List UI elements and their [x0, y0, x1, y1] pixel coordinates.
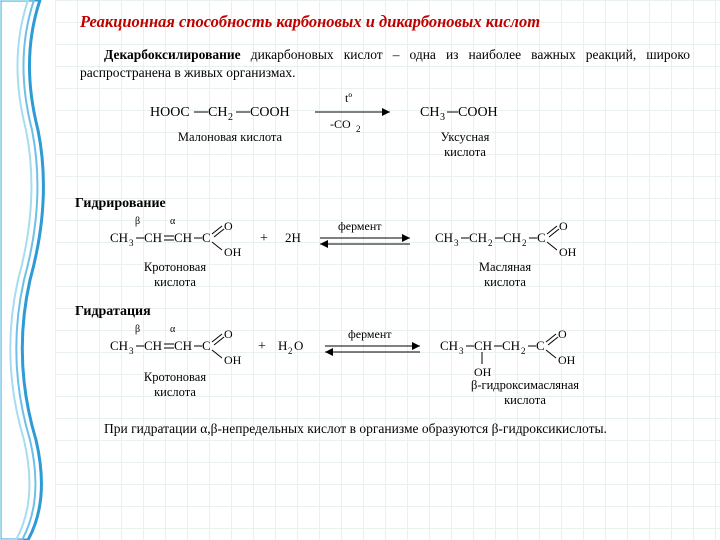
svg-text:CH: CH [440, 338, 458, 353]
section-hydrogenation: Гидрирование [75, 196, 700, 212]
svg-text:O: O [559, 219, 568, 233]
section-hydration: Гидратация [75, 304, 700, 320]
svg-text:COOH: COOH [250, 105, 290, 120]
rxn3-reagent-label: Кротоновая кислота [120, 370, 230, 400]
slide-content: Реакционная способность карбоновых и дик… [70, 12, 700, 445]
svg-text:2: 2 [288, 346, 293, 356]
intro-paragraph: Декарбоксилирование дикарбоновых кислот … [80, 46, 690, 82]
svg-text:2: 2 [488, 238, 493, 248]
svg-text:2: 2 [522, 238, 527, 248]
svg-text:O: O [558, 327, 567, 341]
svg-text:+: + [260, 231, 268, 246]
svg-text:H: H [278, 338, 287, 353]
svg-text:-CO: -CO [330, 117, 351, 131]
svg-text:фермент: фермент [338, 219, 382, 233]
reaction-hydrogenation: β α CH3 CH CH C O OH + 2H фермент CH3 [90, 214, 700, 294]
left-accent-stripe [0, 0, 55, 540]
svg-text:3: 3 [454, 238, 459, 248]
svg-text:α: α [170, 216, 176, 227]
svg-text:CH: CH [474, 338, 492, 353]
svg-text:C: C [202, 230, 211, 245]
svg-text:CH: CH [469, 230, 487, 245]
rxn2-product-label: Масляная кислота [450, 260, 560, 290]
svg-text:tº: tº [345, 91, 352, 105]
slide-title: Реакционная способность карбоновых и дик… [80, 12, 700, 32]
svg-text:2H: 2H [285, 230, 301, 245]
svg-text:C: C [202, 338, 211, 353]
svg-text:CH: CH [174, 338, 192, 353]
svg-text:CH: CH [208, 105, 227, 120]
svg-text:CH: CH [503, 230, 521, 245]
svg-text:CH: CH [420, 105, 439, 120]
svg-text:CH: CH [435, 230, 453, 245]
svg-text:OH: OH [474, 365, 492, 379]
rxn3-product-label: β-гидроксимасляная кислота [440, 378, 610, 408]
svg-text:CH: CH [144, 230, 162, 245]
svg-text:β: β [135, 324, 140, 335]
reaction-decarboxylation: HOOC CH 2 COOH tº -CO 2 CH 3 COOH Малоно… [90, 88, 700, 166]
svg-text:3: 3 [440, 112, 445, 123]
svg-text:OH: OH [224, 353, 242, 367]
svg-text:COOH: COOH [458, 105, 498, 120]
svg-text:O: O [224, 219, 233, 233]
svg-text:O: O [224, 327, 233, 341]
svg-text:CH: CH [110, 338, 128, 353]
svg-text:α: α [170, 324, 176, 335]
rxn1-product-label: Уксусная кислота [410, 130, 520, 160]
rxn1-svg: HOOC CH 2 COOH tº -CO 2 CH 3 COOH [90, 88, 650, 166]
svg-text:3: 3 [129, 238, 134, 248]
svg-text:β: β [135, 216, 140, 227]
svg-text:HOOC: HOOC [150, 105, 190, 120]
svg-text:OH: OH [558, 353, 576, 367]
svg-text:OH: OH [559, 245, 577, 259]
rxn2-reagent-label: Кротоновая кислота [120, 260, 230, 290]
svg-text:O: O [294, 338, 303, 353]
accent-wave-icon [0, 0, 55, 540]
svg-text:2: 2 [521, 346, 526, 356]
outro-paragraph: При гидратации α,β-непредельных кислот в… [80, 420, 690, 438]
svg-text:3: 3 [459, 346, 464, 356]
svg-text:CH: CH [110, 230, 128, 245]
svg-text:+: + [258, 339, 266, 354]
svg-text:CH: CH [502, 338, 520, 353]
svg-text:C: C [536, 338, 545, 353]
svg-text:OH: OH [224, 245, 242, 259]
rxn1-reagent-label: Малоновая кислота [160, 130, 300, 145]
svg-text:фермент: фермент [348, 327, 392, 341]
svg-text:2: 2 [228, 112, 233, 123]
svg-text:3: 3 [129, 346, 134, 356]
svg-text:C: C [537, 230, 546, 245]
reaction-hydration: β α CH3 CH CH C O OH + H2O фермент CH3 C… [90, 322, 700, 414]
svg-text:2: 2 [356, 124, 361, 134]
intro-bold-term: Декарбоксилирование [104, 47, 241, 62]
svg-text:CH: CH [174, 230, 192, 245]
svg-text:CH: CH [144, 338, 162, 353]
